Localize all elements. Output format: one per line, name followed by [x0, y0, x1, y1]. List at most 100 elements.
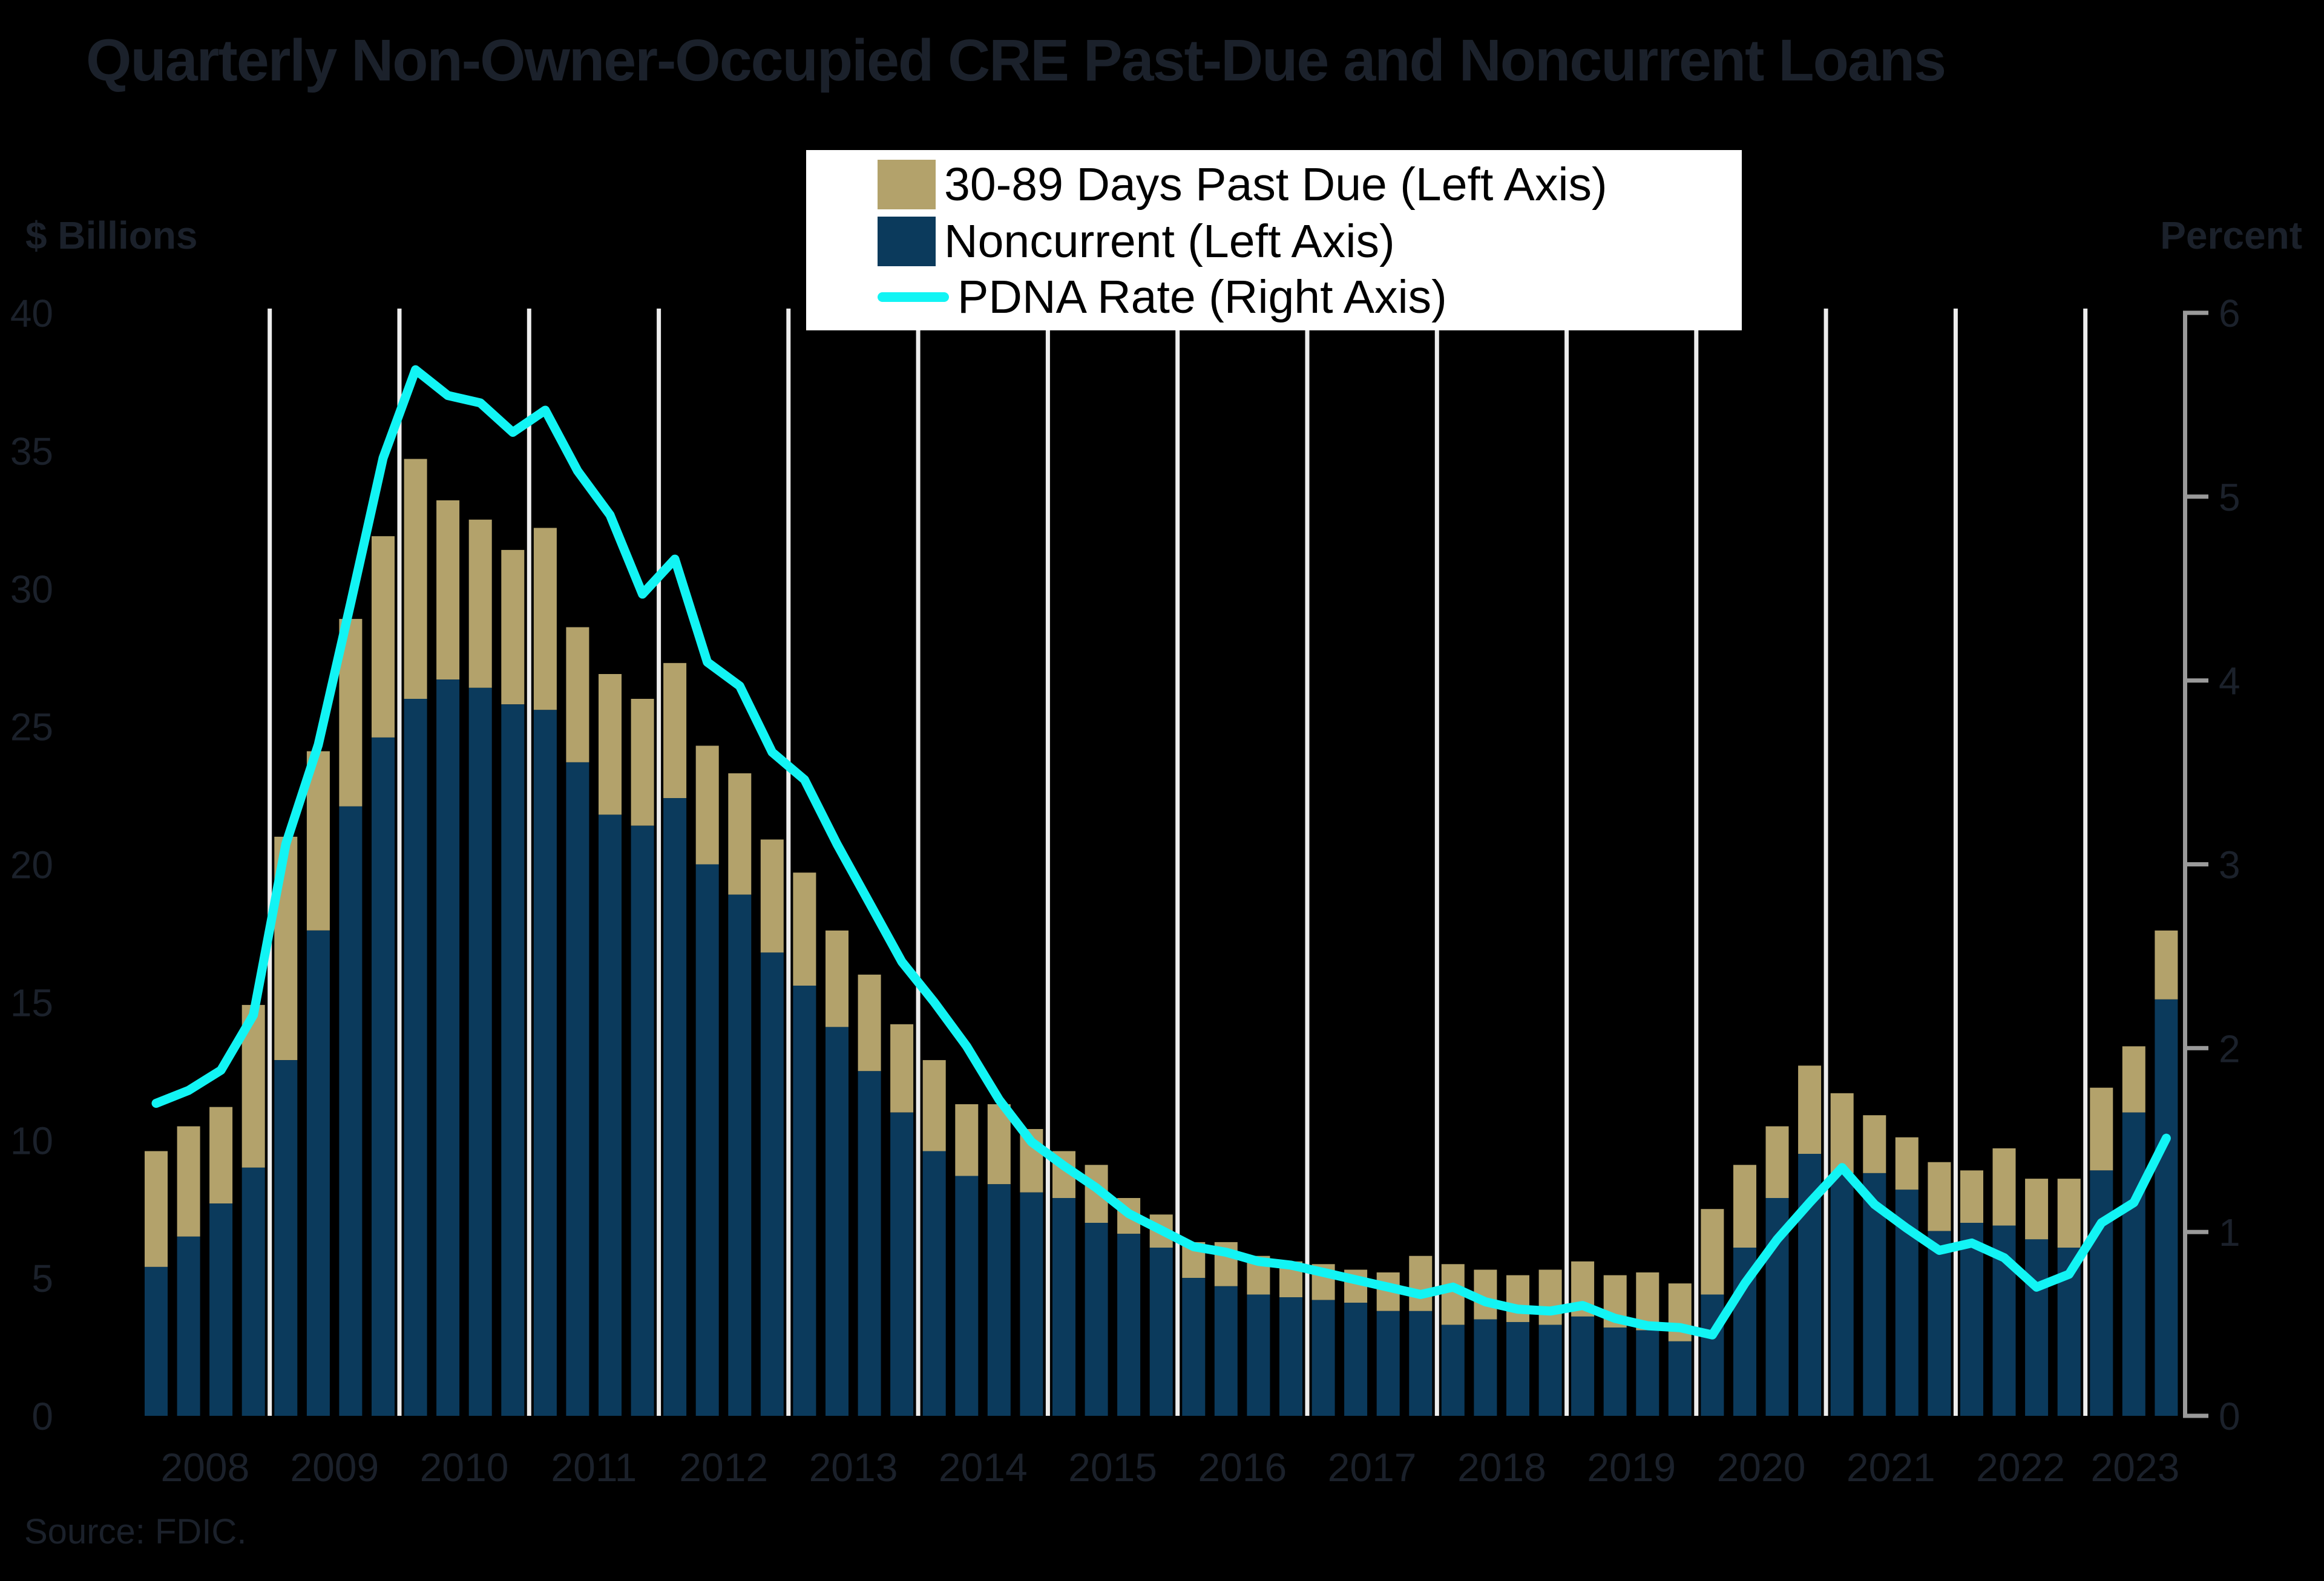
bar-noncurrent-2022 Q3 — [2025, 1239, 2049, 1416]
bar-noncurrent-2023 Q2 — [2122, 1112, 2145, 1416]
bar-noncurrent-2010 Q2 — [436, 679, 460, 1416]
bar-noncurrent-2012 Q4 — [760, 952, 784, 1416]
bar-noncurrent-2016 Q2 — [1214, 1286, 1238, 1416]
pdna-rate-line — [151, 365, 2171, 1340]
pdna-line-swatch-icon — [878, 292, 949, 303]
chart-title: Quarterly Non-Owner-Occupied CRE Past-Du… — [86, 27, 1946, 93]
bar-noncurrent-2015 Q1 — [1052, 1198, 1075, 1416]
bar-past-due-2011 Q2 — [566, 627, 589, 762]
year-label-2011: 2011 — [551, 1445, 637, 1490]
bar-past-due-2021 Q3 — [1895, 1137, 1919, 1190]
bar-past-due-2011 Q3 — [599, 674, 622, 815]
year-gridline — [1694, 309, 1699, 1416]
legend-item-pdna-rate: PDNA Rate (Right Axis) — [878, 273, 1742, 321]
bar-past-due-2020 Q2 — [1733, 1165, 1756, 1248]
bar-noncurrent-2013 Q3 — [858, 1071, 881, 1416]
bar-past-due-2010 Q2 — [436, 500, 460, 680]
bar-past-due-2021 Q1 — [1830, 1093, 1854, 1173]
year-gridline — [268, 309, 272, 1416]
year-label-2023: 2023 — [2090, 1445, 2179, 1490]
right-axis-tick — [2183, 1229, 2208, 1234]
right-tick-label-2: 2 — [2219, 1027, 2240, 1070]
year-gridline — [916, 309, 921, 1416]
right-tick-label-1: 1 — [2219, 1211, 2240, 1254]
bar-noncurrent-2010 Q4 — [501, 704, 525, 1416]
bar-past-due-2013 Q1 — [793, 872, 816, 986]
bar-past-due-2014 Q3 — [987, 1104, 1011, 1185]
bar-noncurrent-2019 Q4 — [1668, 1341, 1692, 1416]
year-gridline — [1175, 309, 1180, 1416]
left-tick-label-5: 5 — [31, 1257, 53, 1300]
year-gridline — [1045, 309, 1050, 1416]
bar-noncurrent-2014 Q4 — [1020, 1192, 1043, 1416]
bar-noncurrent-2008 Q3 — [209, 1203, 233, 1416]
bar-past-due-2020 Q4 — [1798, 1065, 1822, 1154]
bar-past-due-2020 Q1 — [1701, 1209, 1724, 1295]
bar-noncurrent-2008 Q4 — [241, 1167, 265, 1416]
year-label-2012: 2012 — [679, 1445, 768, 1490]
left-tick-label-30: 30 — [10, 568, 53, 611]
bar-past-due-2022 Q2 — [1992, 1148, 2016, 1226]
left-axis-unit-label: $ Billions — [25, 214, 198, 257]
bar-noncurrent-2008 Q1 — [145, 1266, 168, 1416]
right-axis-tick — [2183, 678, 2208, 683]
bar-past-due-2008 Q1 — [145, 1151, 168, 1267]
bar-past-due-2013 Q4 — [890, 1024, 914, 1113]
bar-noncurrent-2014 Q3 — [987, 1184, 1011, 1416]
bar-noncurrent-2023 Q1 — [2090, 1170, 2113, 1416]
year-label-2019: 2019 — [1587, 1445, 1676, 1490]
year-gridline — [1823, 309, 1828, 1416]
bar-noncurrent-2009 Q3 — [339, 806, 363, 1416]
left-tick-label-40: 40 — [10, 292, 53, 335]
bar-noncurrent-2019 Q3 — [1636, 1330, 1659, 1416]
left-tick-label-20: 20 — [10, 843, 53, 887]
left-tick-label-25: 25 — [10, 705, 53, 749]
bar-past-due-2012 Q2 — [695, 745, 719, 865]
bar-past-due-2018 Q3 — [1506, 1275, 1529, 1323]
bar-noncurrent-2011 Q4 — [631, 825, 654, 1416]
bar-past-due-2010 Q4 — [501, 549, 525, 705]
bar-past-due-2020 Q3 — [1765, 1126, 1789, 1198]
bar-past-due-2008 Q2 — [177, 1126, 200, 1237]
bar-past-due-2012 Q3 — [728, 773, 752, 895]
legend-item-past-due: 30-89 Days Past Due (Left Axis) — [878, 160, 1742, 210]
bar-past-due-2021 Q2 — [1863, 1115, 1886, 1173]
legend-label-noncurrent: Noncurrent (Left Axis) — [944, 215, 1395, 267]
bar-noncurrent-2019 Q2 — [1603, 1327, 1627, 1416]
past-due-swatch-icon — [878, 160, 936, 210]
bar-noncurrent-2016 Q4 — [1279, 1297, 1302, 1416]
year-label-2015: 2015 — [1068, 1445, 1157, 1490]
bar-noncurrent-2013 Q2 — [826, 1027, 849, 1416]
right-axis-tick — [2183, 310, 2208, 315]
bar-noncurrent-2018 Q2 — [1474, 1319, 1497, 1416]
bar-noncurrent-2014 Q1 — [922, 1151, 946, 1416]
bar-noncurrent-2012 Q2 — [695, 864, 719, 1416]
bar-noncurrent-2008 Q2 — [177, 1236, 200, 1416]
year-gridline — [2083, 309, 2088, 1416]
left-tick-label-10: 10 — [10, 1119, 53, 1162]
bar-past-due-2008 Q3 — [209, 1107, 233, 1204]
bar-noncurrent-2018 Q3 — [1506, 1322, 1529, 1416]
year-label-2018: 2018 — [1457, 1445, 1546, 1490]
right-tick-label-6: 6 — [2219, 292, 2240, 335]
bar-noncurrent-2015 Q4 — [1149, 1248, 1173, 1416]
bar-past-due-2022 Q3 — [2025, 1179, 2049, 1240]
year-label-2016: 2016 — [1198, 1445, 1287, 1490]
year-gridline — [1564, 309, 1569, 1416]
year-gridline — [657, 309, 661, 1416]
bar-past-due-2009 Q4 — [372, 536, 395, 738]
bar-past-due-2011 Q1 — [533, 528, 557, 710]
bar-past-due-2012 Q4 — [760, 839, 784, 953]
bar-noncurrent-2017 Q2 — [1344, 1303, 1368, 1416]
left-tick-label-15: 15 — [10, 981, 53, 1024]
noncurrent-swatch-icon — [878, 217, 936, 267]
legend: 30-89 Days Past Due (Left Axis) Noncurre… — [806, 150, 1742, 330]
bar-noncurrent-2018 Q4 — [1538, 1324, 1562, 1416]
right-tick-label-4: 4 — [2219, 660, 2240, 703]
year-label-2017: 2017 — [1328, 1445, 1417, 1490]
year-label-2020: 2020 — [1717, 1445, 1806, 1490]
right-axis-tick — [2183, 1413, 2208, 1418]
right-axis-tick — [2183, 862, 2208, 866]
bar-past-due-2012 Q1 — [663, 663, 687, 799]
bar-noncurrent-2009 Q1 — [274, 1060, 298, 1416]
